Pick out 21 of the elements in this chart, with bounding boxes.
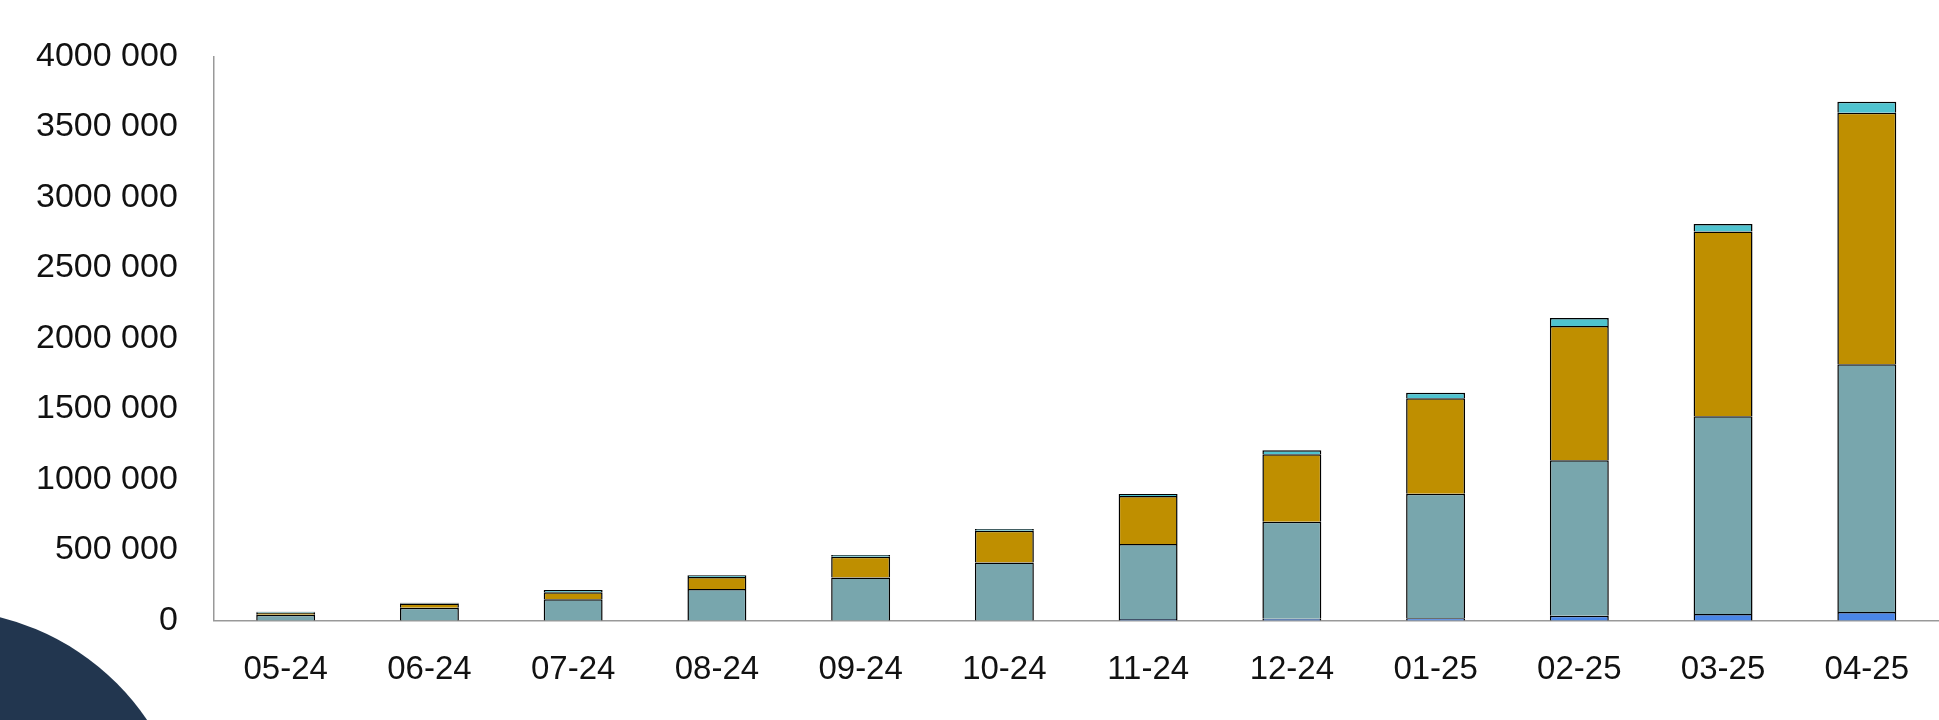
x-tick-label: 01-25 (1393, 649, 1478, 687)
x-tick-label: 05-24 (243, 649, 328, 687)
x-tick-label: 08-24 (674, 649, 760, 687)
x-tick-label: 06-24 (387, 649, 472, 687)
y-tick-label: 3500 000 (36, 105, 178, 144)
x-tick-label: 07-24 (530, 649, 616, 687)
x-tick-label: 03-25 (1680, 649, 1766, 687)
x-tick-label: 02-25 (1537, 649, 1622, 687)
x-tick-label: 04-25 (1824, 649, 1909, 687)
x-tick-label: 12-24 (1249, 649, 1335, 687)
x-tick-label: 09-24 (818, 649, 903, 687)
x-tick-label: 11-24 (1107, 649, 1190, 687)
y-tick-label: 1000 000 (36, 457, 178, 496)
y-tick-label: 2000 000 (36, 316, 178, 355)
y-tick-label: 1500 000 (36, 387, 178, 426)
y-tick-label: 4000 000 (36, 34, 178, 73)
y-tick-label: 3000 000 (36, 175, 178, 214)
x-tick-label: 10-24 (962, 649, 1047, 687)
y-tick-label: 0 (158, 598, 178, 637)
y-tick-label: 500 000 (54, 528, 178, 567)
y-tick-label: 2500 000 (36, 246, 178, 285)
